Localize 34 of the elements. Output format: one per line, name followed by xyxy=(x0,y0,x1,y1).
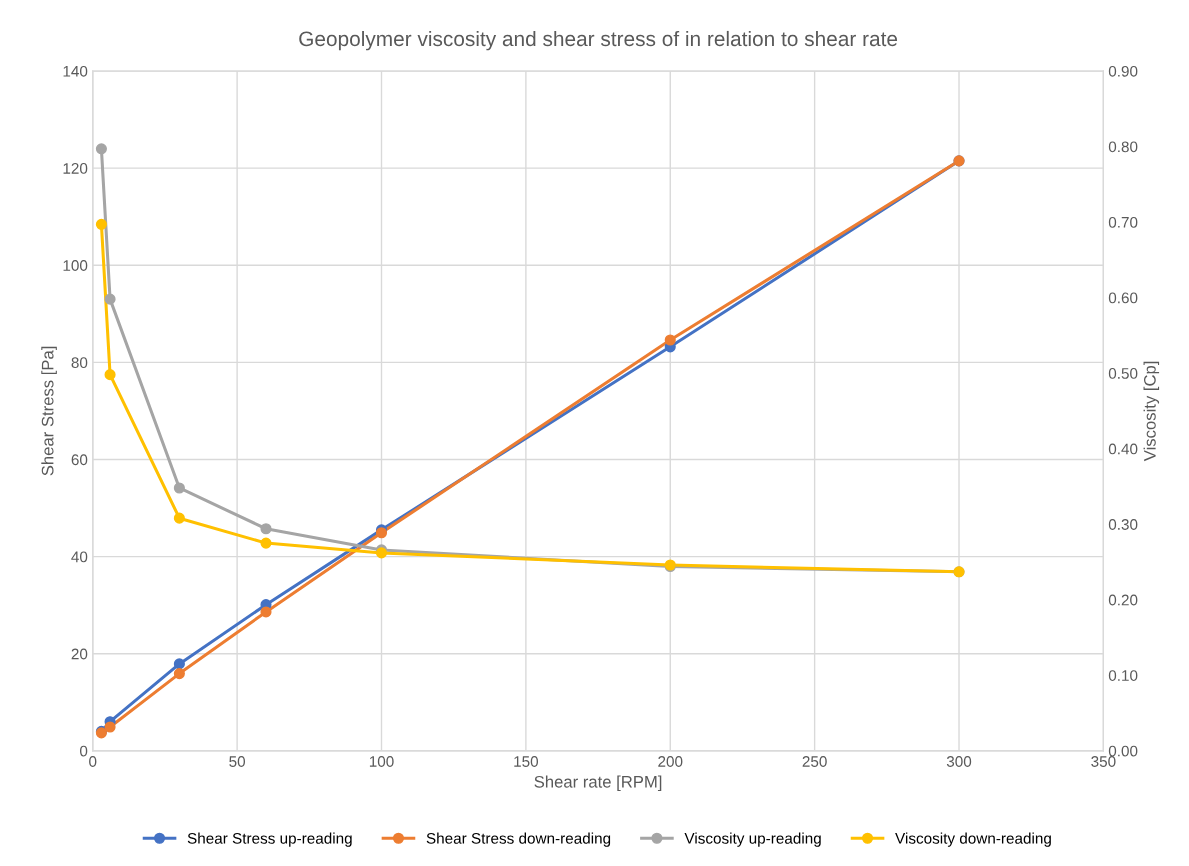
y2-tick-label: 0.20 xyxy=(1108,594,1138,606)
y-tick-label: 0 xyxy=(79,745,88,757)
x-tick-label: 100 xyxy=(369,756,394,767)
y2-tick-label: 0.60 xyxy=(1108,292,1138,304)
y2-axis-title: Viscosity [Cp] xyxy=(1143,361,1160,462)
y-tick-label: 140 xyxy=(63,65,88,77)
y-tick-label: 100 xyxy=(63,260,88,271)
x-axis-title: Shear rate [RPM] xyxy=(534,775,662,792)
y-tick-label: 40 xyxy=(71,551,88,563)
legend-label: Viscosity up-reading xyxy=(684,832,821,847)
x-tick-label: 0 xyxy=(89,756,97,767)
legend-label: Viscosity down-reading xyxy=(895,832,1051,847)
y2-tick-label: 0.80 xyxy=(1108,141,1138,153)
y-axis-title: Shear Stress [Pa] xyxy=(41,346,57,476)
y-tick-label: 120 xyxy=(63,163,88,174)
y2-tick-label: 0.50 xyxy=(1108,368,1138,379)
x-tick-label: 300 xyxy=(946,756,972,767)
legend-label: Shear Stress up-reading xyxy=(187,832,352,847)
x-tick-label: 50 xyxy=(229,756,246,767)
legend-label: Shear Stress down-reading xyxy=(426,832,611,847)
y2-tick-label: 0.90 xyxy=(1108,65,1138,77)
x-tick-label: 200 xyxy=(658,756,683,767)
y-tick-label: 20 xyxy=(71,648,88,660)
chart-title: Geopolymer viscosity and shear stress of in relation to shear rate xyxy=(299,30,898,51)
x-tick-label: 350 xyxy=(1091,756,1116,767)
y-tick-label: 60 xyxy=(71,454,88,466)
x-tick-label: 250 xyxy=(802,756,827,767)
y2-tick-label: 0.70 xyxy=(1108,216,1138,228)
y2-tick-label: 0.40 xyxy=(1108,443,1138,455)
x-tick-label: 150 xyxy=(514,756,539,767)
y2-tick-label: 0.10 xyxy=(1108,670,1138,681)
y-tick-label: 80 xyxy=(71,357,88,369)
y2-tick-label: 0.00 xyxy=(1108,745,1138,757)
y2-tick-label: 0.30 xyxy=(1108,519,1138,530)
